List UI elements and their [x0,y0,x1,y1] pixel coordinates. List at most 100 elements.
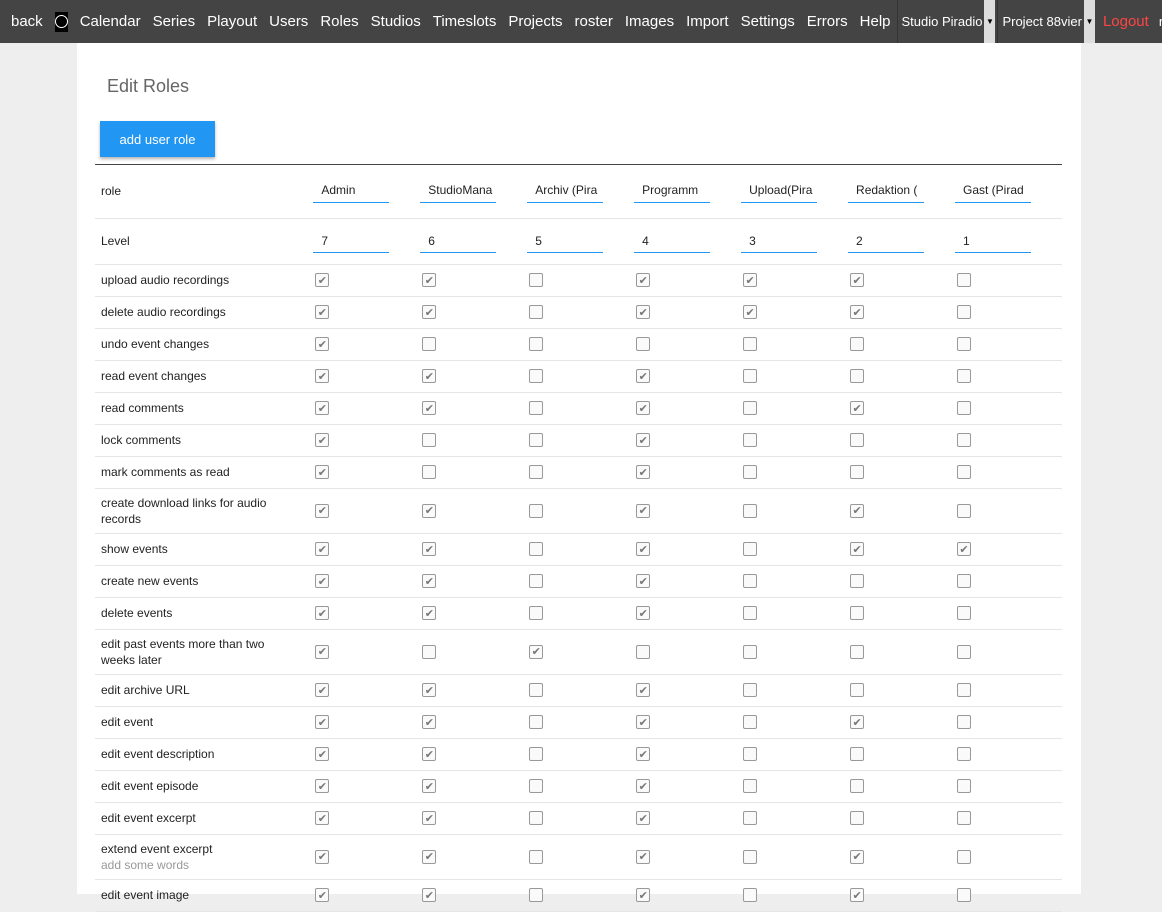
permission-checkbox[interactable]: ✔ [315,811,330,825]
level-input[interactable] [313,229,390,253]
permission-checkbox[interactable] [743,503,758,518]
permission-checkbox[interactable]: ✔ [315,574,330,588]
permission-checkbox[interactable]: ✔ [636,305,651,319]
permission-checkbox[interactable]: ✔ [850,542,865,556]
permission-checkbox[interactable] [850,433,865,447]
permission-checkbox[interactable]: ✔ [422,715,437,729]
permission-checkbox[interactable]: ✔ [636,433,651,447]
permission-checkbox[interactable] [529,779,544,793]
permission-checkbox[interactable] [956,644,971,659]
studio-select[interactable]: Studio Piradio ▼ [896,0,996,43]
permission-checkbox[interactable] [956,811,971,825]
add-user-role-button[interactable]: add user role [100,121,215,157]
permission-checkbox[interactable]: ✔ [636,606,651,620]
role-name-input[interactable]: Admin [313,179,390,204]
permission-checkbox[interactable]: ✔ [315,715,330,729]
permission-checkbox[interactable]: ✔ [956,542,971,556]
permission-checkbox[interactable] [422,465,437,479]
permission-checkbox[interactable] [850,606,865,620]
nav-series[interactable]: Series [152,13,196,30]
permission-checkbox[interactable] [743,779,758,793]
level-input[interactable] [954,229,1031,253]
permission-checkbox[interactable] [956,888,971,902]
permission-checkbox[interactable] [743,337,758,351]
role-name-input[interactable]: Redaktion ( [848,179,925,204]
permission-checkbox[interactable]: ✔ [315,273,330,287]
permission-checkbox[interactable] [956,401,971,415]
permission-checkbox[interactable] [743,574,758,588]
role-name-input[interactable]: Gast (Pirad [954,179,1031,204]
permission-checkbox[interactable]: ✔ [315,401,330,415]
level-input[interactable] [634,229,711,253]
permission-checkbox[interactable] [422,644,437,659]
permission-checkbox[interactable]: ✔ [636,747,651,761]
nav-playout[interactable]: Playout [207,13,258,30]
permission-checkbox[interactable] [743,465,758,479]
permission-checkbox[interactable] [850,465,865,479]
permission-checkbox[interactable]: ✔ [315,305,330,319]
nav-images[interactable]: Images [624,13,675,30]
nav-studios[interactable]: Studios [370,13,421,30]
permission-checkbox[interactable]: ✔ [422,811,437,825]
role-name-input[interactable]: Archiv (Pira [527,179,604,204]
nav-help[interactable]: Help [859,13,891,30]
permission-checkbox[interactable]: ✔ [422,683,437,697]
project-select[interactable]: Project 88vier ▼ [997,0,1095,43]
permission-checkbox[interactable] [850,779,865,793]
permission-checkbox[interactable]: ✔ [529,644,544,659]
permission-checkbox[interactable]: ✔ [315,683,330,697]
permission-checkbox[interactable] [743,542,758,556]
permission-checkbox[interactable]: ✔ [636,542,651,556]
permission-checkbox[interactable] [956,369,971,383]
permission-checkbox[interactable] [529,849,544,864]
permission-checkbox[interactable]: ✔ [315,644,330,659]
permission-checkbox[interactable] [956,779,971,793]
nav-roles[interactable]: Roles [320,13,359,30]
permission-checkbox[interactable] [422,433,437,447]
permission-checkbox[interactable]: ✔ [315,369,330,383]
permission-checkbox[interactable] [956,503,971,518]
permission-checkbox[interactable]: ✔ [422,606,437,620]
permission-checkbox[interactable] [850,811,865,825]
level-input[interactable] [848,229,925,253]
nav-errors[interactable]: Errors [806,13,848,30]
permission-checkbox[interactable] [529,273,544,287]
permission-checkbox[interactable]: ✔ [743,305,758,319]
permission-checkbox[interactable] [956,849,971,864]
permission-checkbox[interactable]: ✔ [315,606,330,620]
permission-checkbox[interactable] [529,606,544,620]
permission-checkbox[interactable] [850,574,865,588]
permission-checkbox[interactable] [529,465,544,479]
permission-checkbox[interactable]: ✔ [850,305,865,319]
logo-icon[interactable] [54,11,68,32]
permission-checkbox[interactable] [743,683,758,697]
permission-checkbox[interactable] [743,401,758,415]
permission-checkbox[interactable] [529,747,544,761]
permission-checkbox[interactable]: ✔ [315,542,330,556]
permission-checkbox[interactable]: ✔ [636,888,651,902]
permission-checkbox[interactable] [743,715,758,729]
permission-checkbox[interactable] [850,337,865,351]
permission-checkbox[interactable] [850,369,865,383]
permission-checkbox[interactable] [743,606,758,620]
permission-checkbox[interactable]: ✔ [636,715,651,729]
nav-users[interactable]: Users [269,13,309,30]
back-link[interactable]: back [11,13,43,30]
permission-checkbox[interactable]: ✔ [315,747,330,761]
permission-checkbox[interactable] [956,305,971,319]
permission-checkbox[interactable]: ✔ [422,273,437,287]
permission-checkbox[interactable]: ✔ [636,273,651,287]
permission-checkbox[interactable]: ✔ [315,888,330,902]
nav-calendar[interactable]: Calendar [79,13,141,30]
permission-checkbox[interactable] [529,305,544,319]
permission-checkbox[interactable]: ✔ [315,433,330,447]
permission-checkbox[interactable] [956,747,971,761]
role-name-input[interactable]: Upload(Pira [741,179,818,204]
permission-checkbox[interactable] [956,606,971,620]
permission-checkbox[interactable] [956,273,971,287]
permission-checkbox[interactable] [850,747,865,761]
permission-checkbox[interactable]: ✔ [850,888,865,902]
permission-checkbox[interactable]: ✔ [636,779,651,793]
permission-checkbox[interactable] [529,683,544,697]
permission-checkbox[interactable] [956,433,971,447]
